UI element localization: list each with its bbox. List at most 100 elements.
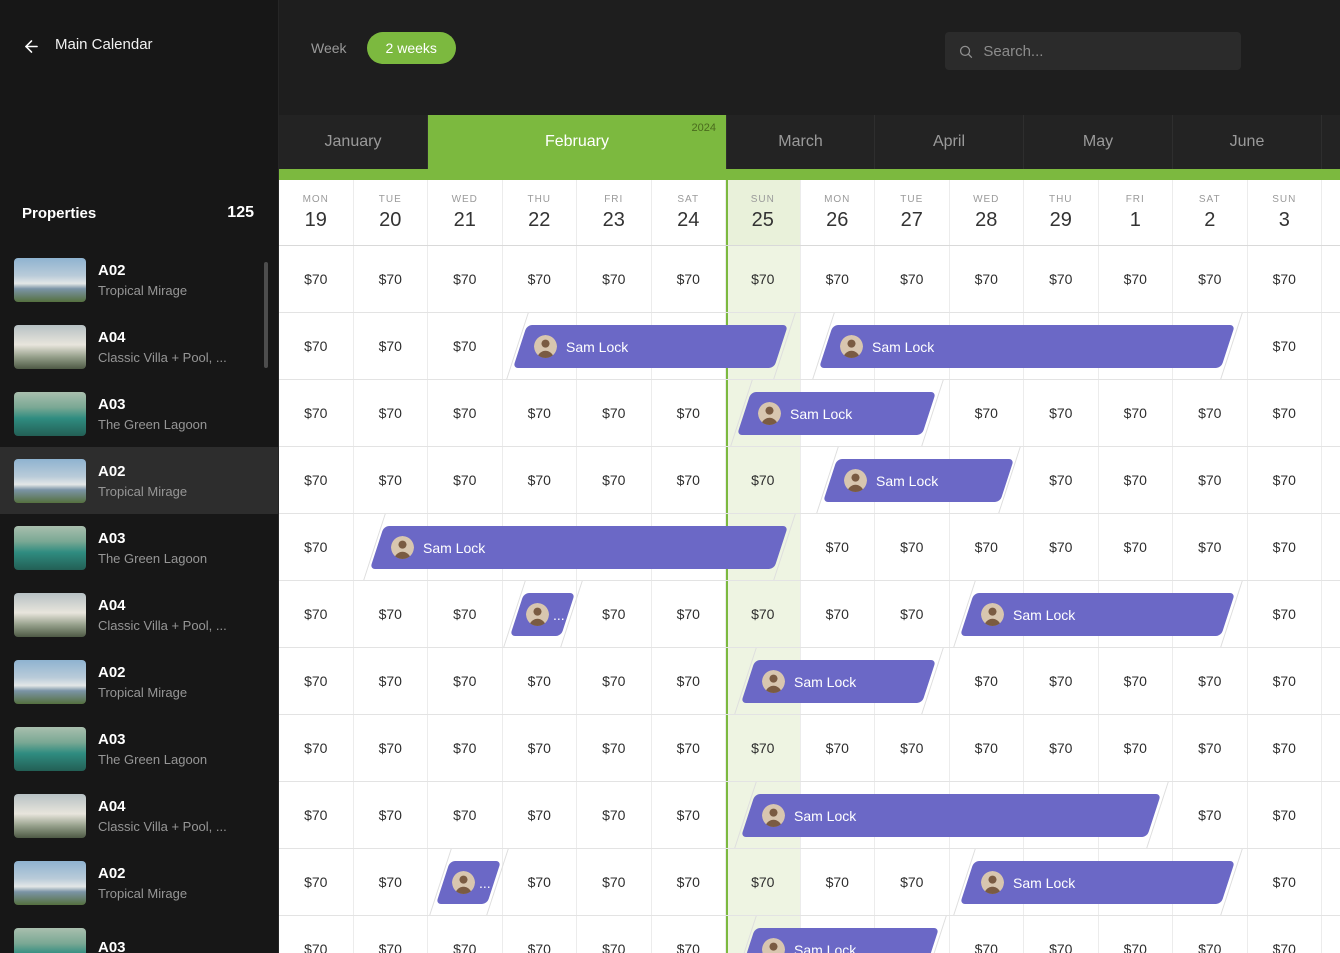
rate-cell[interactable]: $70 [1173,514,1248,580]
rate-cell[interactable]: $70 [354,380,428,446]
rate-cell[interactable]: $70 [354,715,428,781]
rate-cell[interactable]: $70 [428,313,503,379]
rate-cell[interactable]: $70 [726,849,801,915]
booking-bar[interactable]: Sam Lock [740,794,1161,837]
rate-cell[interactable]: $70 [652,581,726,647]
rate-cell[interactable]: $70 [577,581,652,647]
sidebar-scrollbar[interactable] [264,262,268,368]
rate-cell[interactable]: $70 [354,849,428,915]
rate-cell[interactable]: $70 [1099,648,1173,714]
back-button[interactable] [22,37,41,56]
rate-cell[interactable]: $70 [726,581,801,647]
rate-cell[interactable]: $70 [1173,782,1248,848]
rate-cell[interactable]: $70 [428,648,503,714]
property-list-item[interactable]: A02 Tropical Mirage [0,246,278,313]
rate-cell[interactable]: $70 [1024,380,1099,446]
month-tab-may[interactable]: May [1024,115,1173,169]
rate-cell[interactable]: $70 [1173,447,1248,513]
rate-cell[interactable]: $70 [428,782,503,848]
rate-cell[interactable]: $70 [1248,715,1322,781]
rate-cell[interactable]: $70 [726,246,801,312]
rate-cell[interactable]: $70 [652,715,726,781]
rate-cell[interactable]: $70 [1099,715,1173,781]
rate-cell[interactable] [950,447,1024,513]
rate-cell[interactable]: $70 [1099,916,1173,953]
rate-cell[interactable]: $70 [428,380,503,446]
rate-cell[interactable]: $70 [652,380,726,446]
rate-cell[interactable]: $70 [354,313,428,379]
rate-cell[interactable]: $70 [503,916,577,953]
rate-cell[interactable]: $70 [875,246,950,312]
rate-cell[interactable]: $70 [279,246,354,312]
rate-cell[interactable]: $70 [726,715,801,781]
rate-cell[interactable]: $70 [577,782,652,848]
rate-cell[interactable]: $70 [652,782,726,848]
property-list-item[interactable]: A03 The Green Lagoon [0,715,278,782]
rate-cell[interactable]: $70 [354,916,428,953]
booking-bar[interactable]: Sam Lock [513,325,789,368]
rate-cell[interactable]: $70 [279,849,354,915]
rate-cell[interactable] [1173,313,1248,379]
rate-cell[interactable]: $70 [1024,916,1099,953]
rate-cell[interactable]: $70 [279,782,354,848]
rate-cell[interactable]: $70 [354,648,428,714]
rate-cell[interactable] [1173,581,1248,647]
month-tab-february[interactable]: February 2024 [428,115,727,169]
rate-cell[interactable]: $70 [1248,514,1322,580]
rate-cell[interactable]: $70 [1248,849,1322,915]
rate-cell[interactable]: $70 [503,782,577,848]
rate-cell[interactable] [875,380,950,446]
rate-cell[interactable]: $70 [503,380,577,446]
rate-cell[interactable]: $70 [875,849,950,915]
booking-bar[interactable]: ... [510,593,576,636]
rate-cell[interactable]: $70 [652,648,726,714]
property-list-item[interactable]: A02 Tropical Mirage [0,648,278,715]
rate-cell[interactable]: $70 [279,648,354,714]
rate-cell[interactable]: $70 [950,916,1024,953]
rate-cell[interactable]: $70 [577,380,652,446]
rate-cell[interactable]: $70 [279,916,354,953]
rate-cell[interactable]: $70 [1248,447,1322,513]
rate-cell[interactable]: $70 [1173,916,1248,953]
rate-cell[interactable] [875,648,950,714]
rate-cell[interactable]: $70 [428,447,503,513]
rate-cell[interactable]: $70 [875,715,950,781]
rate-cell[interactable]: $70 [577,447,652,513]
rate-cell[interactable]: $70 [801,581,875,647]
rate-cell[interactable]: $70 [1099,380,1173,446]
rate-cell[interactable]: $70 [1248,782,1322,848]
property-list-item[interactable]: A03 [0,916,278,953]
week-toggle[interactable]: Week [311,40,347,56]
rate-cell[interactable]: $70 [1173,380,1248,446]
booking-bar[interactable]: Sam Lock [960,593,1236,636]
rate-cell[interactable] [875,916,950,953]
rate-cell[interactable]: $70 [354,447,428,513]
rate-cell[interactable]: $70 [1024,246,1099,312]
rate-cell[interactable]: $70 [503,648,577,714]
rate-cell[interactable]: $70 [1248,313,1322,379]
month-tab-june[interactable]: June [1173,115,1322,169]
rate-cell[interactable]: $70 [950,380,1024,446]
rate-cell[interactable]: $70 [1024,447,1099,513]
rate-cell[interactable]: $70 [801,514,875,580]
rate-cell[interactable]: $70 [279,380,354,446]
rate-cell[interactable]: $70 [279,581,354,647]
rate-cell[interactable]: $70 [428,916,503,953]
booking-bar[interactable]: Sam Lock [740,928,939,953]
rate-cell[interactable]: $70 [577,715,652,781]
rate-cell[interactable]: $70 [801,246,875,312]
month-tab-april[interactable]: April [875,115,1024,169]
rate-cell[interactable]: $70 [1248,380,1322,446]
search-box[interactable] [945,32,1241,70]
rate-cell[interactable]: $70 [1248,246,1322,312]
rate-cell[interactable]: $70 [1024,715,1099,781]
rate-cell[interactable] [428,849,503,915]
rate-cell[interactable]: $70 [1248,648,1322,714]
property-list-item[interactable]: A03 The Green Lagoon [0,380,278,447]
booking-bar[interactable]: Sam Lock [818,325,1236,368]
property-list-item[interactable]: A02 Tropical Mirage [0,447,278,514]
rate-cell[interactable]: $70 [1248,916,1322,953]
rate-cell[interactable]: $70 [577,648,652,714]
rate-cell[interactable]: $70 [1024,514,1099,580]
rate-cell[interactable]: $70 [577,916,652,953]
